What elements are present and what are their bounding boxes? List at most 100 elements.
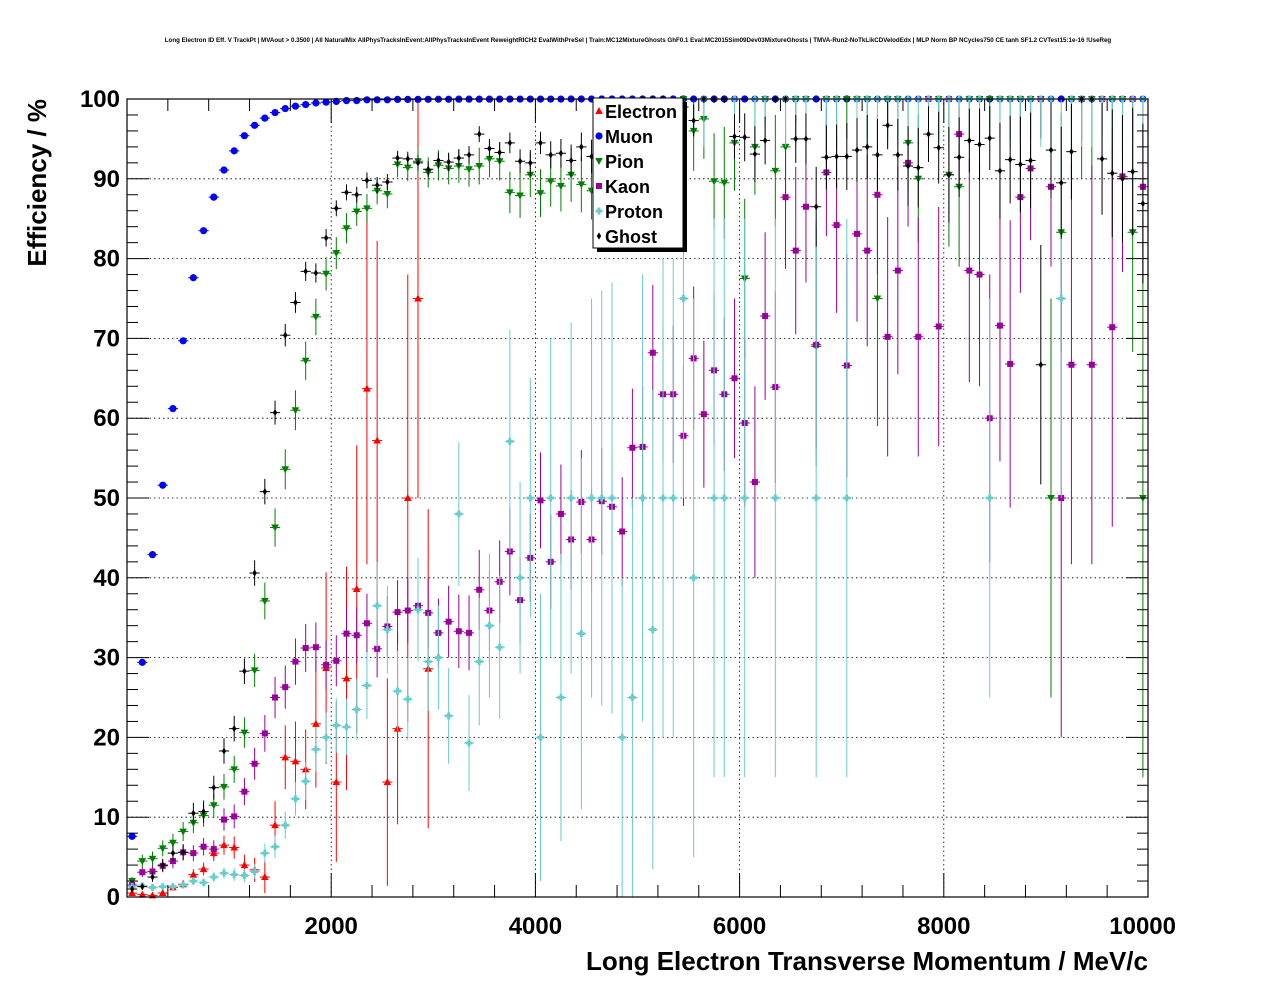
- legend-marker-ghost: [596, 232, 602, 240]
- data-point-ghost: [180, 848, 186, 856]
- data-point-ghost: [967, 136, 972, 145]
- data-point-ghost: [834, 152, 839, 161]
- legend-entry-muon: Muon: [595, 127, 653, 147]
- legend-marker-electron: [595, 107, 603, 114]
- legend-label: Pion: [605, 152, 644, 172]
- data-point-electron: [220, 841, 228, 849]
- data-point-proton: [179, 881, 187, 889]
- data-point-kaon: [996, 322, 1003, 329]
- data-point-muon: [373, 96, 381, 104]
- series-ghost: [127, 95, 1148, 893]
- data-point-pion: [577, 181, 586, 189]
- data-point-proton: [455, 510, 463, 518]
- data-point-proton: [475, 658, 483, 666]
- data-point-kaon: [466, 629, 473, 636]
- data-point-electron: [352, 584, 361, 592]
- data-point-pion: [158, 845, 167, 853]
- data-point-kaon: [149, 868, 156, 875]
- data-point-proton: [200, 879, 208, 887]
- data-point-proton: [271, 843, 279, 851]
- data-point-proton: [240, 871, 248, 879]
- data-point-proton: [577, 630, 585, 638]
- data-point-pion: [271, 524, 279, 532]
- data-point-kaon: [1068, 361, 1075, 368]
- data-point-proton: [669, 494, 677, 502]
- y-tick-label: 20: [93, 724, 120, 751]
- data-point-proton: [639, 494, 647, 502]
- data-point-kaon: [455, 628, 462, 635]
- legend-entry-ghost: Ghost: [596, 227, 657, 247]
- data-point-electron: [271, 821, 279, 829]
- legend-label: Ghost: [605, 227, 657, 247]
- data-point-proton: [659, 494, 667, 502]
- x-axis-title: Long Electron Transverse Momentum / MeV/…: [586, 946, 1148, 976]
- data-point-muon: [383, 96, 391, 104]
- data-point-muon: [199, 227, 208, 235]
- x-tick-label: 2000: [305, 913, 358, 940]
- data-point-muon: [210, 193, 218, 201]
- data-point-ghost: [170, 849, 176, 857]
- data-point-ghost: [446, 158, 451, 166]
- data-point-muon: [281, 104, 289, 113]
- data-point-electron: [373, 436, 381, 444]
- data-point-proton: [465, 739, 473, 747]
- data-point-ghost: [191, 809, 196, 817]
- data-point-muon: [220, 166, 228, 174]
- data-point-proton: [373, 602, 381, 610]
- data-point-proton: [322, 733, 330, 741]
- data-point-proton: [281, 821, 289, 829]
- data-point-muon: [312, 99, 320, 107]
- data-point-ghost: [568, 156, 574, 165]
- y-tick-label: 30: [93, 645, 120, 672]
- data-point-ghost: [150, 873, 155, 881]
- data-point-electron: [230, 843, 239, 851]
- data-point-proton: [434, 654, 442, 662]
- data-point-ghost: [1048, 146, 1054, 154]
- legend-entries: Electron Muon Pion Kaon Proton Ghost: [595, 102, 677, 247]
- data-point-ghost: [323, 234, 329, 242]
- data-point-pion: [873, 295, 882, 303]
- data-point-electron: [138, 890, 147, 898]
- data-point-pion: [138, 858, 147, 866]
- data-point-muon: [159, 481, 167, 489]
- data-point-pion: [220, 783, 228, 791]
- data-point-ghost: [742, 133, 747, 141]
- data-point-muon: [363, 96, 371, 104]
- data-point-ghost: [589, 152, 594, 161]
- data-point-ghost: [262, 488, 268, 496]
- legend-entry-kaon: Kaon: [596, 177, 650, 197]
- data-point-ghost: [272, 409, 278, 417]
- data-point-proton: [332, 721, 340, 729]
- data-point-kaon: [537, 497, 544, 504]
- data-point-ghost: [762, 136, 768, 145]
- grid: [127, 99, 1148, 897]
- data-point-kaon: [312, 644, 319, 651]
- data-point-ghost: [1099, 155, 1105, 163]
- legend-label: Proton: [605, 202, 663, 222]
- data-point-proton: [343, 723, 351, 731]
- data-point-electron: [261, 873, 269, 881]
- data-point-electron: [158, 889, 167, 897]
- data-point-kaon: [966, 267, 973, 274]
- data-point-ghost: [456, 154, 462, 162]
- data-point-kaon: [333, 657, 340, 664]
- data-point-ghost: [1028, 156, 1033, 165]
- data-point-pion: [261, 597, 269, 605]
- data-point-ghost: [354, 191, 359, 199]
- data-point-muon: [342, 96, 351, 105]
- y-tick-label: 50: [93, 485, 120, 512]
- data-point-ghost: [487, 144, 492, 153]
- data-point-kaon: [976, 271, 983, 278]
- legend: Electron Muon Pion Kaon Proton Ghost: [592, 97, 687, 252]
- data-point-muon: [189, 274, 197, 282]
- data-point-proton: [843, 494, 851, 502]
- data-point-kaon: [292, 658, 299, 665]
- data-point-ghost: [1038, 361, 1043, 369]
- data-point-proton: [291, 795, 299, 803]
- data-point-ghost: [252, 569, 257, 577]
- data-point-proton: [526, 494, 534, 502]
- data-point-muon: [138, 658, 146, 666]
- data-point-kaon: [894, 267, 901, 274]
- data-point-ghost: [558, 149, 564, 157]
- data-point-ghost: [160, 861, 165, 869]
